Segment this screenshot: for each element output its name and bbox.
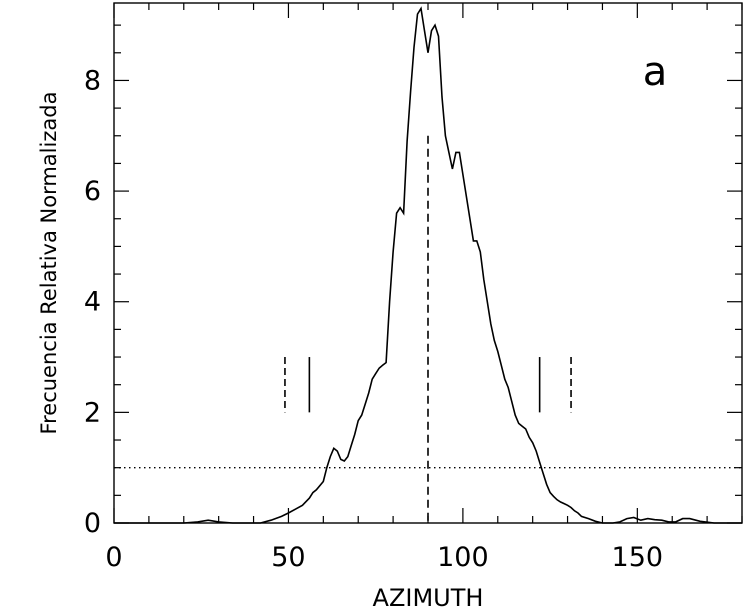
y-tick-label: 2 bbox=[84, 397, 101, 428]
plot-frame bbox=[113, 2, 743, 524]
reference-lines bbox=[114, 135, 742, 523]
x-tick-label: 0 bbox=[105, 542, 122, 573]
y-tick-label: 6 bbox=[84, 176, 101, 207]
x-tick-label: 150 bbox=[612, 542, 664, 573]
y-tick-label: 0 bbox=[84, 508, 101, 539]
x-tick-label: 50 bbox=[271, 542, 305, 573]
tick-labels: 0 50 100 150 0 2 4 6 8 bbox=[84, 65, 663, 573]
y-tick-label: 4 bbox=[84, 287, 101, 318]
y-axis-label: Frecuencia Relativa Normalizada bbox=[37, 92, 61, 435]
frequency-curve bbox=[114, 6, 742, 524]
x-axis-label: AZIMUTH bbox=[373, 584, 484, 612]
panel-label: a bbox=[643, 49, 668, 95]
y-tick-label: 8 bbox=[84, 65, 101, 96]
x-tick-label: 100 bbox=[437, 542, 489, 573]
